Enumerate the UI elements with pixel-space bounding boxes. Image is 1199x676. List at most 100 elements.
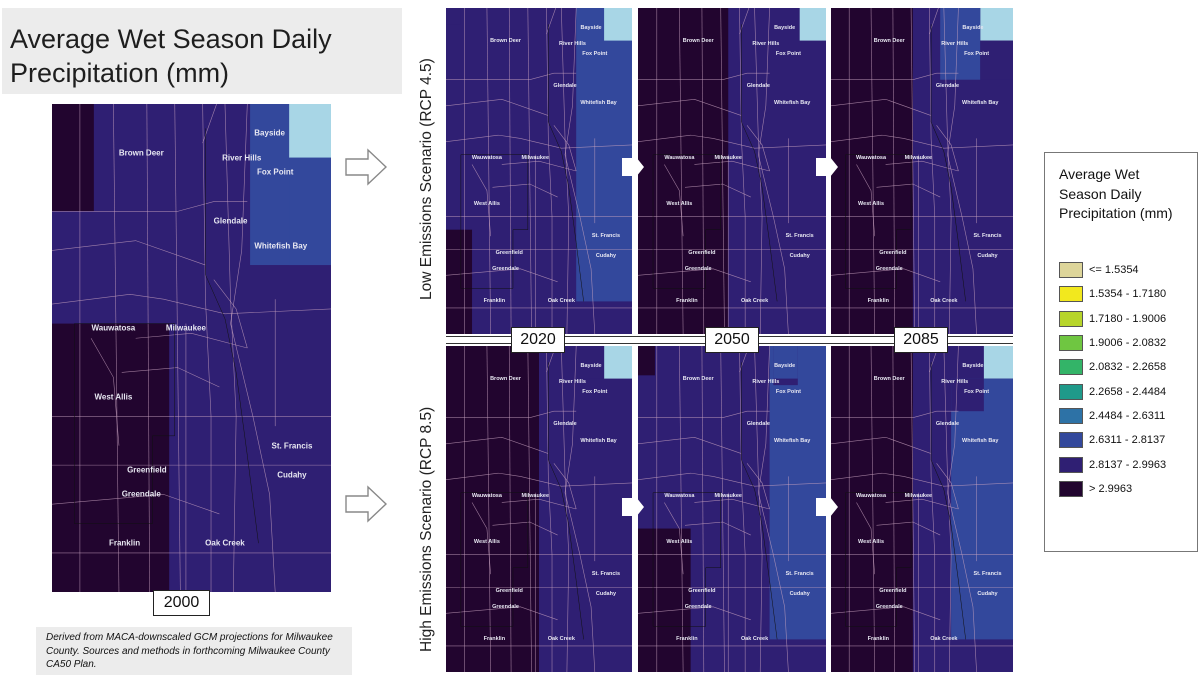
place-label: Wauwatosa: [91, 323, 136, 333]
boundary-line: [931, 362, 966, 639]
precip-cell: [951, 378, 1013, 640]
legend-item: <= 1.5354: [1059, 258, 1166, 282]
place-label: St. Francis: [591, 233, 621, 240]
place-label: Oak Creek: [740, 636, 769, 643]
map-high-2050: Brown Deer Bayside River Hills Fox Point Gle…: [638, 346, 826, 672]
place-label: West Allis: [858, 538, 885, 545]
road-line: [679, 8, 683, 334]
place-label: River Hills: [559, 378, 586, 385]
road-line: [856, 502, 874, 574]
road-line: [929, 8, 934, 334]
place-label: West Allis: [666, 200, 693, 207]
place-label: Fox Point: [582, 50, 608, 57]
legend-item: 1.5354 - 1.7180: [1059, 282, 1166, 306]
boundary-line: [846, 155, 912, 289]
legend-item: 2.4484 - 2.6311: [1059, 404, 1166, 428]
legend-label: 1.5354 - 1.7180: [1089, 288, 1167, 301]
road-line: [877, 184, 941, 197]
scenario-label-high: High Emissions Scenario (RCP 8.5): [418, 406, 435, 652]
road-line: [877, 522, 941, 535]
place-label: St. Francis: [271, 441, 313, 451]
place-label: West Allis: [473, 538, 500, 545]
boundary-line: [653, 155, 721, 289]
legend-item: 1.7180 - 1.9006: [1059, 307, 1166, 331]
road-line: [487, 346, 491, 672]
place-label: Fox Point: [964, 50, 990, 57]
boundary-line: [74, 324, 174, 524]
road-line: [702, 8, 704, 334]
road-line: [638, 135, 826, 148]
road-line: [175, 104, 181, 592]
place-label: Bayside: [774, 362, 796, 369]
arrow-icon-low-2: [816, 152, 838, 182]
road-line: [493, 184, 558, 197]
road-line: [136, 333, 248, 348]
road-line: [509, 8, 511, 334]
precip-cell: [604, 8, 632, 41]
place-label: Wauwatosa: [664, 492, 695, 499]
place-label: Greenfield: [879, 249, 907, 256]
precip-cell: [446, 8, 461, 25]
place-label: Wauwatosa: [856, 492, 887, 499]
place-label: St. Francis: [785, 233, 814, 240]
road-line: [758, 346, 788, 672]
boundary-line: [205, 128, 258, 543]
place-label: Greendale: [121, 489, 161, 499]
road-line: [231, 104, 276, 592]
place-label: Fox Point: [775, 50, 801, 57]
boundary-line: [461, 493, 528, 627]
place-label: Brown Deer: [490, 37, 521, 44]
place-label: Cudahy: [977, 590, 998, 597]
precip-cell: [769, 346, 826, 640]
place-label: Glendale: [213, 216, 248, 226]
road-line: [929, 346, 934, 672]
place-label: Wauwatosa: [471, 154, 502, 161]
precip-cell: [539, 346, 632, 672]
place-label: Bayside: [774, 24, 796, 31]
road-line: [694, 499, 769, 509]
place-label: Glendale: [553, 83, 577, 90]
legend-item: > 2.9963: [1059, 477, 1166, 501]
road-line: [446, 607, 558, 620]
place-label: River Hills: [941, 378, 969, 385]
place-label: St. Francis: [785, 571, 814, 578]
precip-cell: [446, 229, 473, 334]
precip-cell: [576, 8, 632, 302]
place-label: River Hills: [222, 153, 262, 163]
legend-swatch: [1059, 286, 1083, 303]
place-label: West Allis: [858, 200, 885, 207]
place-label: Greenfield: [879, 587, 907, 594]
place-label: Bayside: [962, 24, 984, 31]
boundary-line: [741, 24, 777, 301]
place-label: Brown Deer: [490, 375, 521, 382]
place-label: Whitefish Bay: [773, 437, 811, 444]
place-label: St. Francis: [973, 233, 1002, 240]
place-label: Whitefish Bay: [773, 99, 811, 106]
road-line: [203, 104, 217, 143]
road-line: [502, 499, 576, 509]
road-line: [509, 346, 511, 672]
legend-item: 2.8137 - 2.9963: [1059, 452, 1166, 476]
place-label: Cudahy: [977, 252, 998, 259]
place-label: Fox Point: [964, 388, 990, 395]
legend-swatch: [1059, 383, 1083, 400]
year-label-2020: 2020: [511, 327, 565, 353]
place-label: Wauwatosa: [664, 154, 695, 161]
map-2000: Brown Deer Bayside River Hills Fox Point Gle…: [52, 104, 331, 592]
place-label: Oak Creek: [205, 538, 245, 548]
map-svg: [638, 8, 826, 334]
road-line: [893, 8, 895, 334]
place-label: Franklin: [676, 298, 698, 305]
road-line: [747, 125, 770, 171]
road-line: [947, 346, 976, 672]
road-line: [554, 125, 576, 171]
place-label: Greenfield: [495, 249, 523, 256]
road-line: [446, 473, 632, 486]
place-label: Cudahy: [789, 590, 810, 597]
boundary-line: [548, 24, 583, 301]
place-label: Bayside: [254, 128, 285, 138]
place-label: Brown Deer: [873, 37, 905, 44]
legend-swatch: [1059, 456, 1083, 473]
year-label-2050: 2050: [705, 327, 759, 353]
place-label: Milwaukee: [714, 154, 742, 161]
